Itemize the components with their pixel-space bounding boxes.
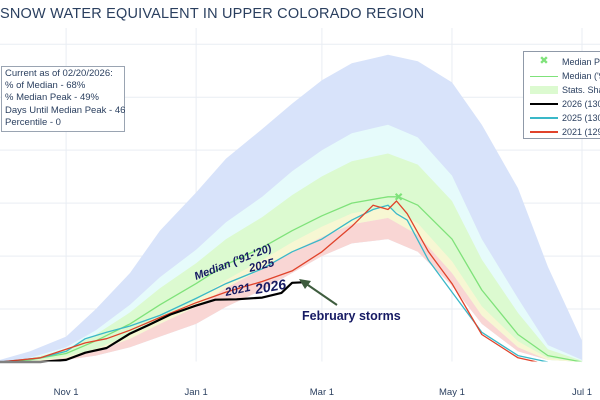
annotation-arrow-head xyxy=(299,279,311,289)
x-tick-label: Jul 1 xyxy=(572,387,592,398)
legend-item-median[interactable]: Median ('9 xyxy=(524,69,600,83)
line-swatch-icon xyxy=(530,131,558,133)
series-line-2026 xyxy=(0,281,303,364)
line-swatch-icon xyxy=(530,103,558,105)
chart-title: SNOW WATER EQUIVALENT IN UPPER COLORADO … xyxy=(0,6,425,22)
info-line-days-until-peak: Days Until Median Peak - 46 xyxy=(5,104,126,116)
annotation-2021: 2021 xyxy=(223,282,252,299)
legend-item-2026[interactable]: 2026 (130 xyxy=(524,97,600,111)
annotation-2026: 2026 xyxy=(253,276,288,297)
series-line-2025 xyxy=(0,204,549,363)
x-tick-label: Nov 1 xyxy=(54,387,79,398)
x-tick-label: Mar 1 xyxy=(310,387,334,398)
legend-item-stats-shading[interactable]: Stats. Shad xyxy=(524,83,600,97)
legend-label: 2021 (129 xyxy=(562,127,600,137)
x-axis: Nov 1 Jan 1 Mar 1 May 1 Jul 1 xyxy=(0,361,600,398)
x-tick-label: Jan 1 xyxy=(185,387,208,398)
band-yellow xyxy=(0,206,582,362)
annotation-february-storms: February storms xyxy=(302,309,401,323)
annotation-arrow-shaft xyxy=(304,282,338,306)
line-swatch-icon xyxy=(530,76,558,77)
median-peak-marker xyxy=(394,192,403,201)
series-line-median xyxy=(0,196,583,363)
legend-item-2025[interactable]: 2025 (130 xyxy=(524,111,600,125)
line-layer xyxy=(0,196,583,364)
band-median-fill xyxy=(0,153,582,362)
series-line-2021 xyxy=(0,200,538,363)
info-line-percentile: Percentile - 0 xyxy=(5,116,61,128)
legend-label: Median ('9 xyxy=(562,71,600,81)
legend: ✖ Median Pea Median ('9 Stats. Shad 2026… xyxy=(523,51,600,139)
info-line-current-as-of: Current as of 02/20/2026: xyxy=(5,68,113,79)
legend-item-median-peak[interactable]: ✖ Median Pea xyxy=(524,55,600,69)
fill-swatch-icon xyxy=(530,86,558,94)
line-swatch-icon xyxy=(530,117,558,119)
x-marker-icon: ✖ xyxy=(539,55,549,67)
legend-item-2021[interactable]: 2021 (129 xyxy=(524,125,600,138)
info-line-percent-median: % of Median - 68% xyxy=(5,80,86,92)
x-tick-label: May 1 xyxy=(439,387,465,398)
band-layer xyxy=(0,54,582,363)
status-info-box: Current as of 02/20/2026: % of Median - … xyxy=(1,66,126,133)
info-line-percent-median-peak: % Median Peak - 49% xyxy=(5,92,99,104)
marker-layer xyxy=(394,192,403,201)
legend-label: 2025 (130 xyxy=(562,113,600,123)
legend-label: 2026 (130 xyxy=(562,99,600,109)
legend-label: Stats. Shad xyxy=(562,85,600,95)
legend-label: Median Pea xyxy=(562,57,600,67)
